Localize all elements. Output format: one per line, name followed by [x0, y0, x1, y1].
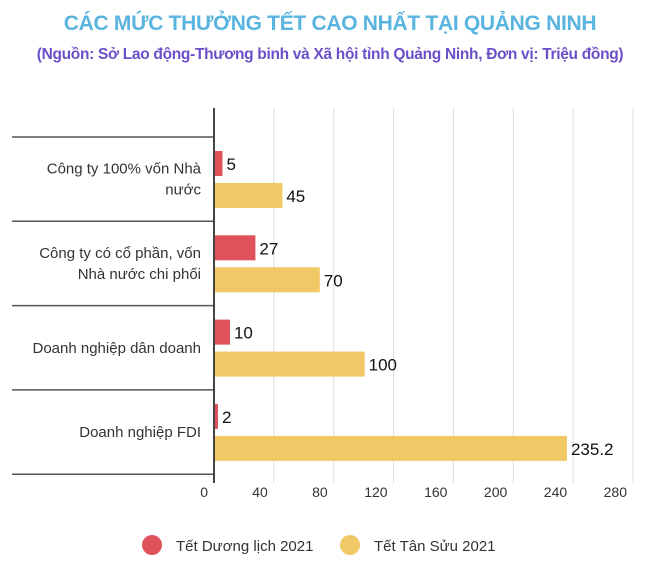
category-label: Doanh nghiệp FDI	[79, 424, 201, 441]
data-label: 10	[234, 324, 253, 343]
chart-title: CÁC MỨC THƯỞNG TẾT CAO NHẤT TẠI QUẢNG NI…	[63, 12, 597, 35]
bar	[215, 403, 218, 429]
x-tick-label: 40	[252, 484, 268, 500]
data-label: 70	[324, 271, 343, 290]
data-label: 235.2	[571, 440, 614, 459]
x-tick-label: 80	[312, 484, 328, 500]
data-label: 5	[226, 155, 235, 174]
bar	[215, 351, 365, 377]
x-tick-label: 120	[364, 484, 388, 500]
bar	[215, 151, 223, 176]
x-tick-label: 240	[544, 484, 568, 500]
legend-label: Tết Tân Sửu 2021	[374, 538, 496, 555]
bar	[215, 267, 320, 293]
bar	[215, 183, 283, 208]
category-label: Công ty có cổ phần, vốn	[39, 245, 201, 262]
legend-label: Tết Dương lịch 2021	[176, 538, 313, 555]
chart-subtitle: (Nguồn: Sở Lao động-Thương binh và Xã hộ…	[36, 46, 624, 63]
category-label: Doanh nghiệp dân doanh	[33, 340, 202, 357]
x-tick-label: 0	[200, 484, 208, 500]
x-tick-label: 200	[484, 484, 508, 500]
data-label: 45	[286, 187, 305, 206]
legend-marker	[142, 535, 162, 555]
category-label: Nhà nước chi phối	[78, 266, 201, 283]
data-label: 2	[222, 408, 231, 427]
bar	[215, 235, 256, 261]
bar	[215, 319, 230, 345]
category-label: nước	[165, 182, 201, 199]
data-label: 27	[259, 239, 278, 258]
legend-marker	[340, 535, 360, 555]
bar	[215, 435, 567, 461]
x-tick-label: 280	[604, 484, 628, 500]
x-tick-label: 160	[424, 484, 448, 500]
data-label: 100	[369, 356, 397, 375]
category-label: Công ty 100% vốn Nhà	[47, 161, 202, 178]
